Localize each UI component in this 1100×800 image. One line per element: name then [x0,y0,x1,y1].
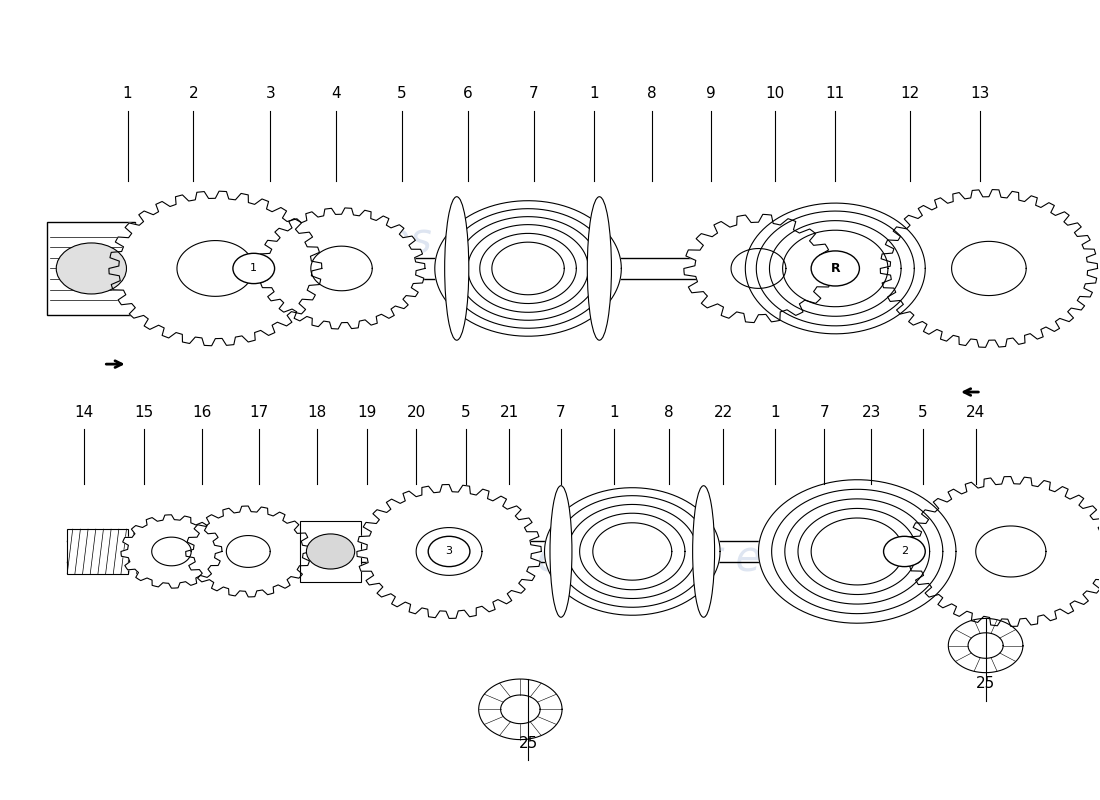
Polygon shape [769,221,901,316]
Polygon shape [782,230,888,306]
Ellipse shape [550,486,572,618]
Polygon shape [948,618,1023,673]
Polygon shape [109,191,322,346]
Polygon shape [880,190,1098,347]
Text: 7: 7 [820,405,829,420]
Polygon shape [968,633,1003,658]
Polygon shape [757,211,914,326]
Polygon shape [798,509,916,594]
Text: 7: 7 [557,405,565,420]
FancyBboxPatch shape [47,222,135,314]
Text: 13: 13 [970,86,990,101]
Ellipse shape [444,197,469,340]
Text: 25: 25 [518,736,538,750]
Polygon shape [480,234,576,303]
Polygon shape [580,514,685,590]
Text: 25: 25 [976,676,996,691]
Text: 22: 22 [714,405,733,420]
Text: 9: 9 [706,86,716,101]
Polygon shape [784,499,930,604]
Polygon shape [121,515,222,588]
Polygon shape [908,477,1100,626]
Circle shape [883,536,925,566]
Text: 5: 5 [397,86,407,101]
Bar [67,529,128,574]
Circle shape [307,534,354,569]
Text: 5: 5 [918,405,928,420]
Ellipse shape [693,486,715,618]
Text: 1: 1 [251,263,257,274]
Polygon shape [186,506,311,597]
Text: 12: 12 [900,86,920,101]
Polygon shape [456,217,600,320]
Polygon shape [356,485,541,618]
Text: 1: 1 [770,405,780,420]
Polygon shape [468,225,588,312]
Polygon shape [258,208,425,329]
Circle shape [56,243,126,294]
Polygon shape [811,518,903,585]
Polygon shape [771,490,943,614]
Polygon shape [446,209,611,328]
Text: 1: 1 [608,405,618,420]
Ellipse shape [587,197,612,340]
Text: 10: 10 [766,86,784,101]
Text: eurospar es: eurospar es [537,538,782,581]
Text: 1: 1 [123,86,132,101]
Polygon shape [746,203,925,334]
Text: 21: 21 [499,405,519,420]
Text: 8: 8 [663,405,673,420]
Polygon shape [434,201,621,336]
Text: 15: 15 [134,405,154,420]
Polygon shape [478,679,562,740]
Polygon shape [568,505,697,598]
Polygon shape [500,695,540,724]
Polygon shape [492,242,564,294]
Polygon shape [544,488,720,615]
Text: 11: 11 [826,86,845,101]
Circle shape [811,251,859,286]
Text: 3: 3 [446,546,452,557]
Text: 4: 4 [331,86,341,101]
Text: 1: 1 [590,86,598,101]
Text: 19: 19 [358,405,376,420]
Text: R: R [830,262,840,275]
Text: 14: 14 [74,405,94,420]
Text: eurospar es: eurospar es [186,219,431,262]
Polygon shape [684,214,833,322]
Text: 16: 16 [192,405,212,420]
Text: 23: 23 [861,405,881,420]
Polygon shape [593,522,672,580]
Text: 17: 17 [250,405,268,420]
Circle shape [428,536,470,566]
Text: 3: 3 [265,86,275,101]
Text: 7: 7 [529,86,538,101]
Text: 5: 5 [461,405,471,420]
Text: 2: 2 [188,86,198,101]
Circle shape [233,254,275,284]
Text: 24: 24 [966,405,986,420]
Text: 6: 6 [463,86,473,101]
Text: 18: 18 [308,405,327,420]
Polygon shape [556,496,710,607]
Polygon shape [759,480,956,623]
Text: 2: 2 [901,546,908,557]
Text: 20: 20 [407,405,426,420]
Text: 8: 8 [647,86,657,101]
Bar [300,521,361,582]
